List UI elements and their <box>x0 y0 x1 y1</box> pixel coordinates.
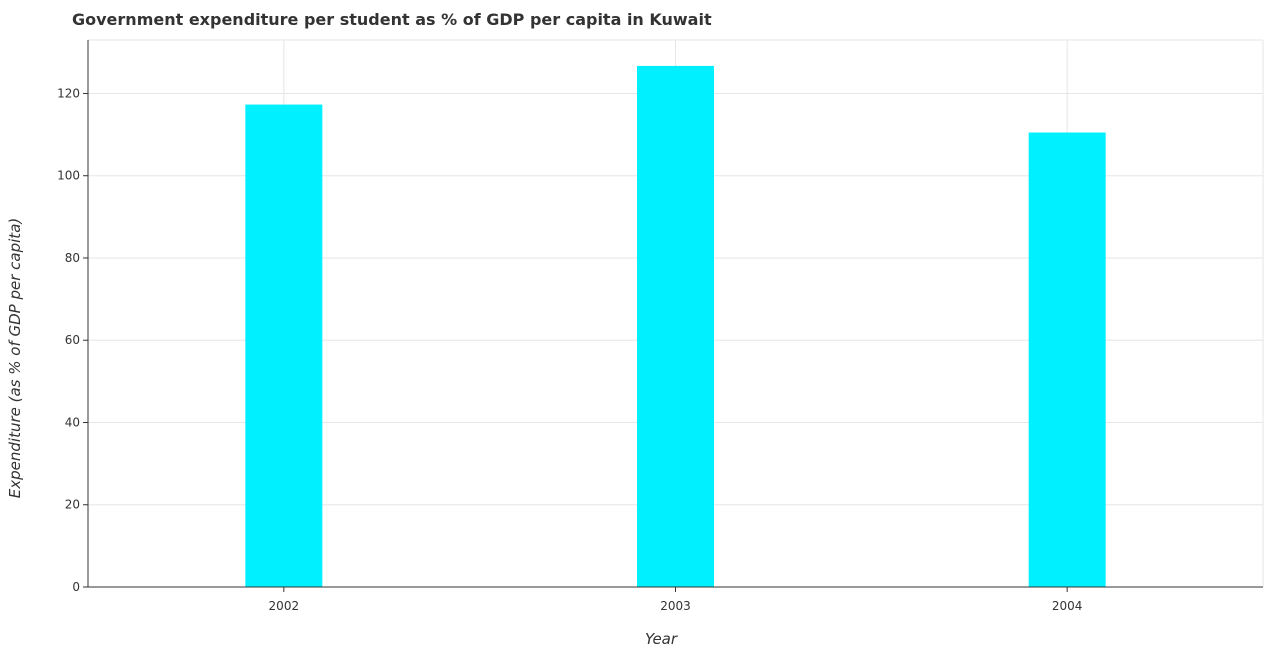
x-tick-label-2004: 2004 <box>1052 599 1083 613</box>
chart-title: Government expenditure per student as % … <box>72 10 712 29</box>
bar-2002 <box>245 104 323 587</box>
tick-layer: 0 20 40 60 80 100 120 2002 2003 2004 <box>57 86 1082 613</box>
x-tick-label-2003: 2003 <box>660 599 691 613</box>
y-tick-label-6: 120 <box>57 86 80 100</box>
y-tick-label-3: 60 <box>65 333 80 347</box>
y-tick-label-2: 40 <box>65 415 80 429</box>
y-tick-label-0: 0 <box>72 580 80 594</box>
bar-layer <box>245 65 1106 588</box>
x-tick-label-2002: 2002 <box>269 599 300 613</box>
bar-2003 <box>637 65 714 588</box>
y-tick-label-4: 80 <box>65 251 80 265</box>
y-tick-label-5: 100 <box>57 169 80 183</box>
y-axis-title: Expenditure (as % of GDP per capita) <box>6 218 24 498</box>
x-axis-title: Year <box>645 630 678 648</box>
y-tick-label-1: 20 <box>65 498 80 512</box>
bar-2004 <box>1028 132 1106 587</box>
